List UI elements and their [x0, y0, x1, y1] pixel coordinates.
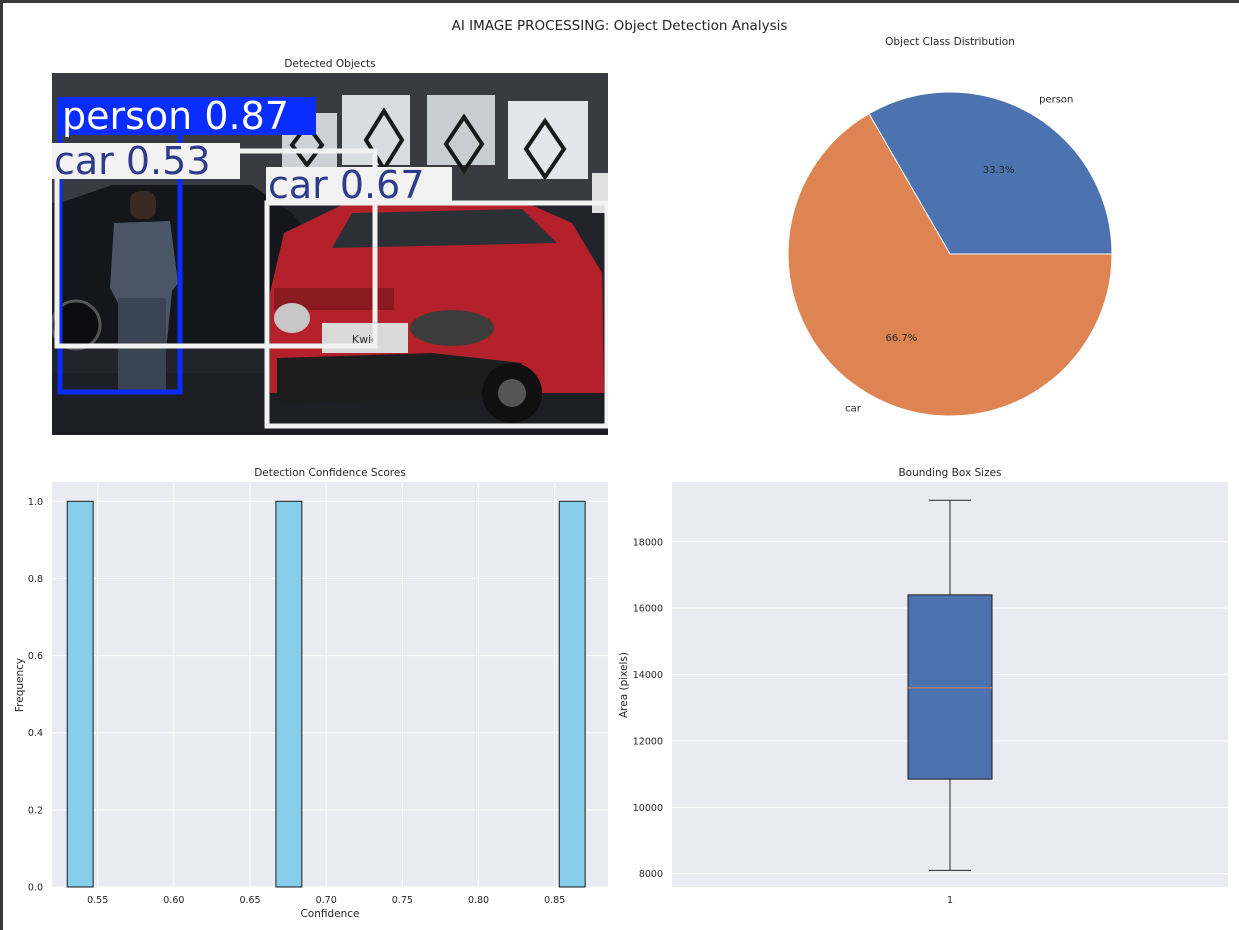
histogram-bar	[66, 500, 94, 888]
hist-xtick: 0.80	[468, 895, 489, 906]
hist-xtick: 0.75	[392, 895, 413, 906]
box-ytick: 14000	[633, 670, 663, 681]
hist-xtick: 0.70	[316, 895, 337, 906]
box-xtick: 1	[947, 895, 953, 906]
histogram-y-label: Frequency	[14, 658, 26, 712]
histogram-x-label: Confidence	[300, 908, 359, 920]
histogram-plot-area	[52, 482, 608, 887]
detected-objects-title: Detected Objects	[284, 58, 376, 70]
hist-ytick: 1.0	[28, 497, 43, 508]
pie-pct-car: 66.7%	[886, 333, 918, 344]
hist-xtick: 0.85	[544, 895, 565, 906]
hist-ytick: 0.4	[28, 728, 43, 739]
detection-image: Kwid person 0.87 car 0.53 car 0.67	[52, 73, 608, 435]
histogram-bar	[558, 500, 586, 888]
boxplot-y-ticks: 8000 10000 12000 14000 16000 18000	[633, 537, 663, 880]
car-label-2-bg	[266, 167, 452, 203]
hist-ytick: 0.8	[28, 574, 43, 585]
boxplot-title: Bounding Box Sizes	[898, 467, 1002, 479]
box-ytick: 16000	[633, 604, 663, 615]
box-ytick: 18000	[633, 537, 663, 548]
pie-pct-person: 33.3%	[983, 165, 1015, 176]
pie-slice-person	[868, 91, 1113, 255]
hist-ytick: 0.0	[28, 883, 43, 894]
detection-image-canvas: Kwid person 0.87 car 0.53 car 0.67	[52, 73, 608, 435]
window-frame-left	[0, 0, 3, 930]
histogram-y-ticks: 0.0 0.2 0.4 0.6 0.8 1.0	[28, 497, 43, 894]
hist-xtick: 0.65	[239, 895, 260, 906]
hist-ytick: 0.2	[28, 805, 43, 816]
car-label-1: car 0.53	[54, 139, 211, 183]
boxplot-y-label: Area (pixels)	[618, 652, 630, 718]
backdrop-panels	[282, 95, 608, 213]
boxplot-gridlines	[672, 541, 1228, 875]
boxplot-plot-area	[672, 482, 1228, 887]
pie-label-person: person	[1039, 95, 1073, 106]
pie-label-car: car	[845, 403, 862, 414]
box-ytick: 10000	[633, 803, 663, 814]
hist-xtick: 0.60	[163, 895, 184, 906]
hist-xtick: 0.55	[87, 895, 108, 906]
car-label-1-bg	[52, 143, 240, 179]
license-plate-text: Kwid	[352, 333, 378, 346]
person-label-bg	[58, 97, 316, 135]
hist-ytick: 0.6	[28, 651, 43, 662]
histogram-bars	[66, 500, 586, 888]
person-label: person 0.87	[62, 94, 289, 138]
box-iqr	[907, 594, 993, 780]
histogram-x-ticks: 0.55 0.60 0.65 0.70 0.75 0.80 0.85	[87, 895, 565, 906]
box-ytick: 8000	[639, 869, 663, 880]
histogram-gridlines	[52, 482, 608, 888]
histogram-title: Detection Confidence Scores	[254, 467, 406, 479]
box-ytick: 12000	[633, 736, 663, 747]
histogram-bar	[275, 500, 303, 888]
pie-title: Object Class Distribution	[885, 36, 1015, 48]
car-label-2: car 0.67	[268, 163, 425, 207]
red-car: Kwid	[270, 201, 604, 423]
figure-title: AI IMAGE PROCESSING: Object Detection An…	[451, 18, 788, 34]
pie-slice-car	[787, 113, 1113, 417]
window-frame-top	[0, 0, 1239, 3]
